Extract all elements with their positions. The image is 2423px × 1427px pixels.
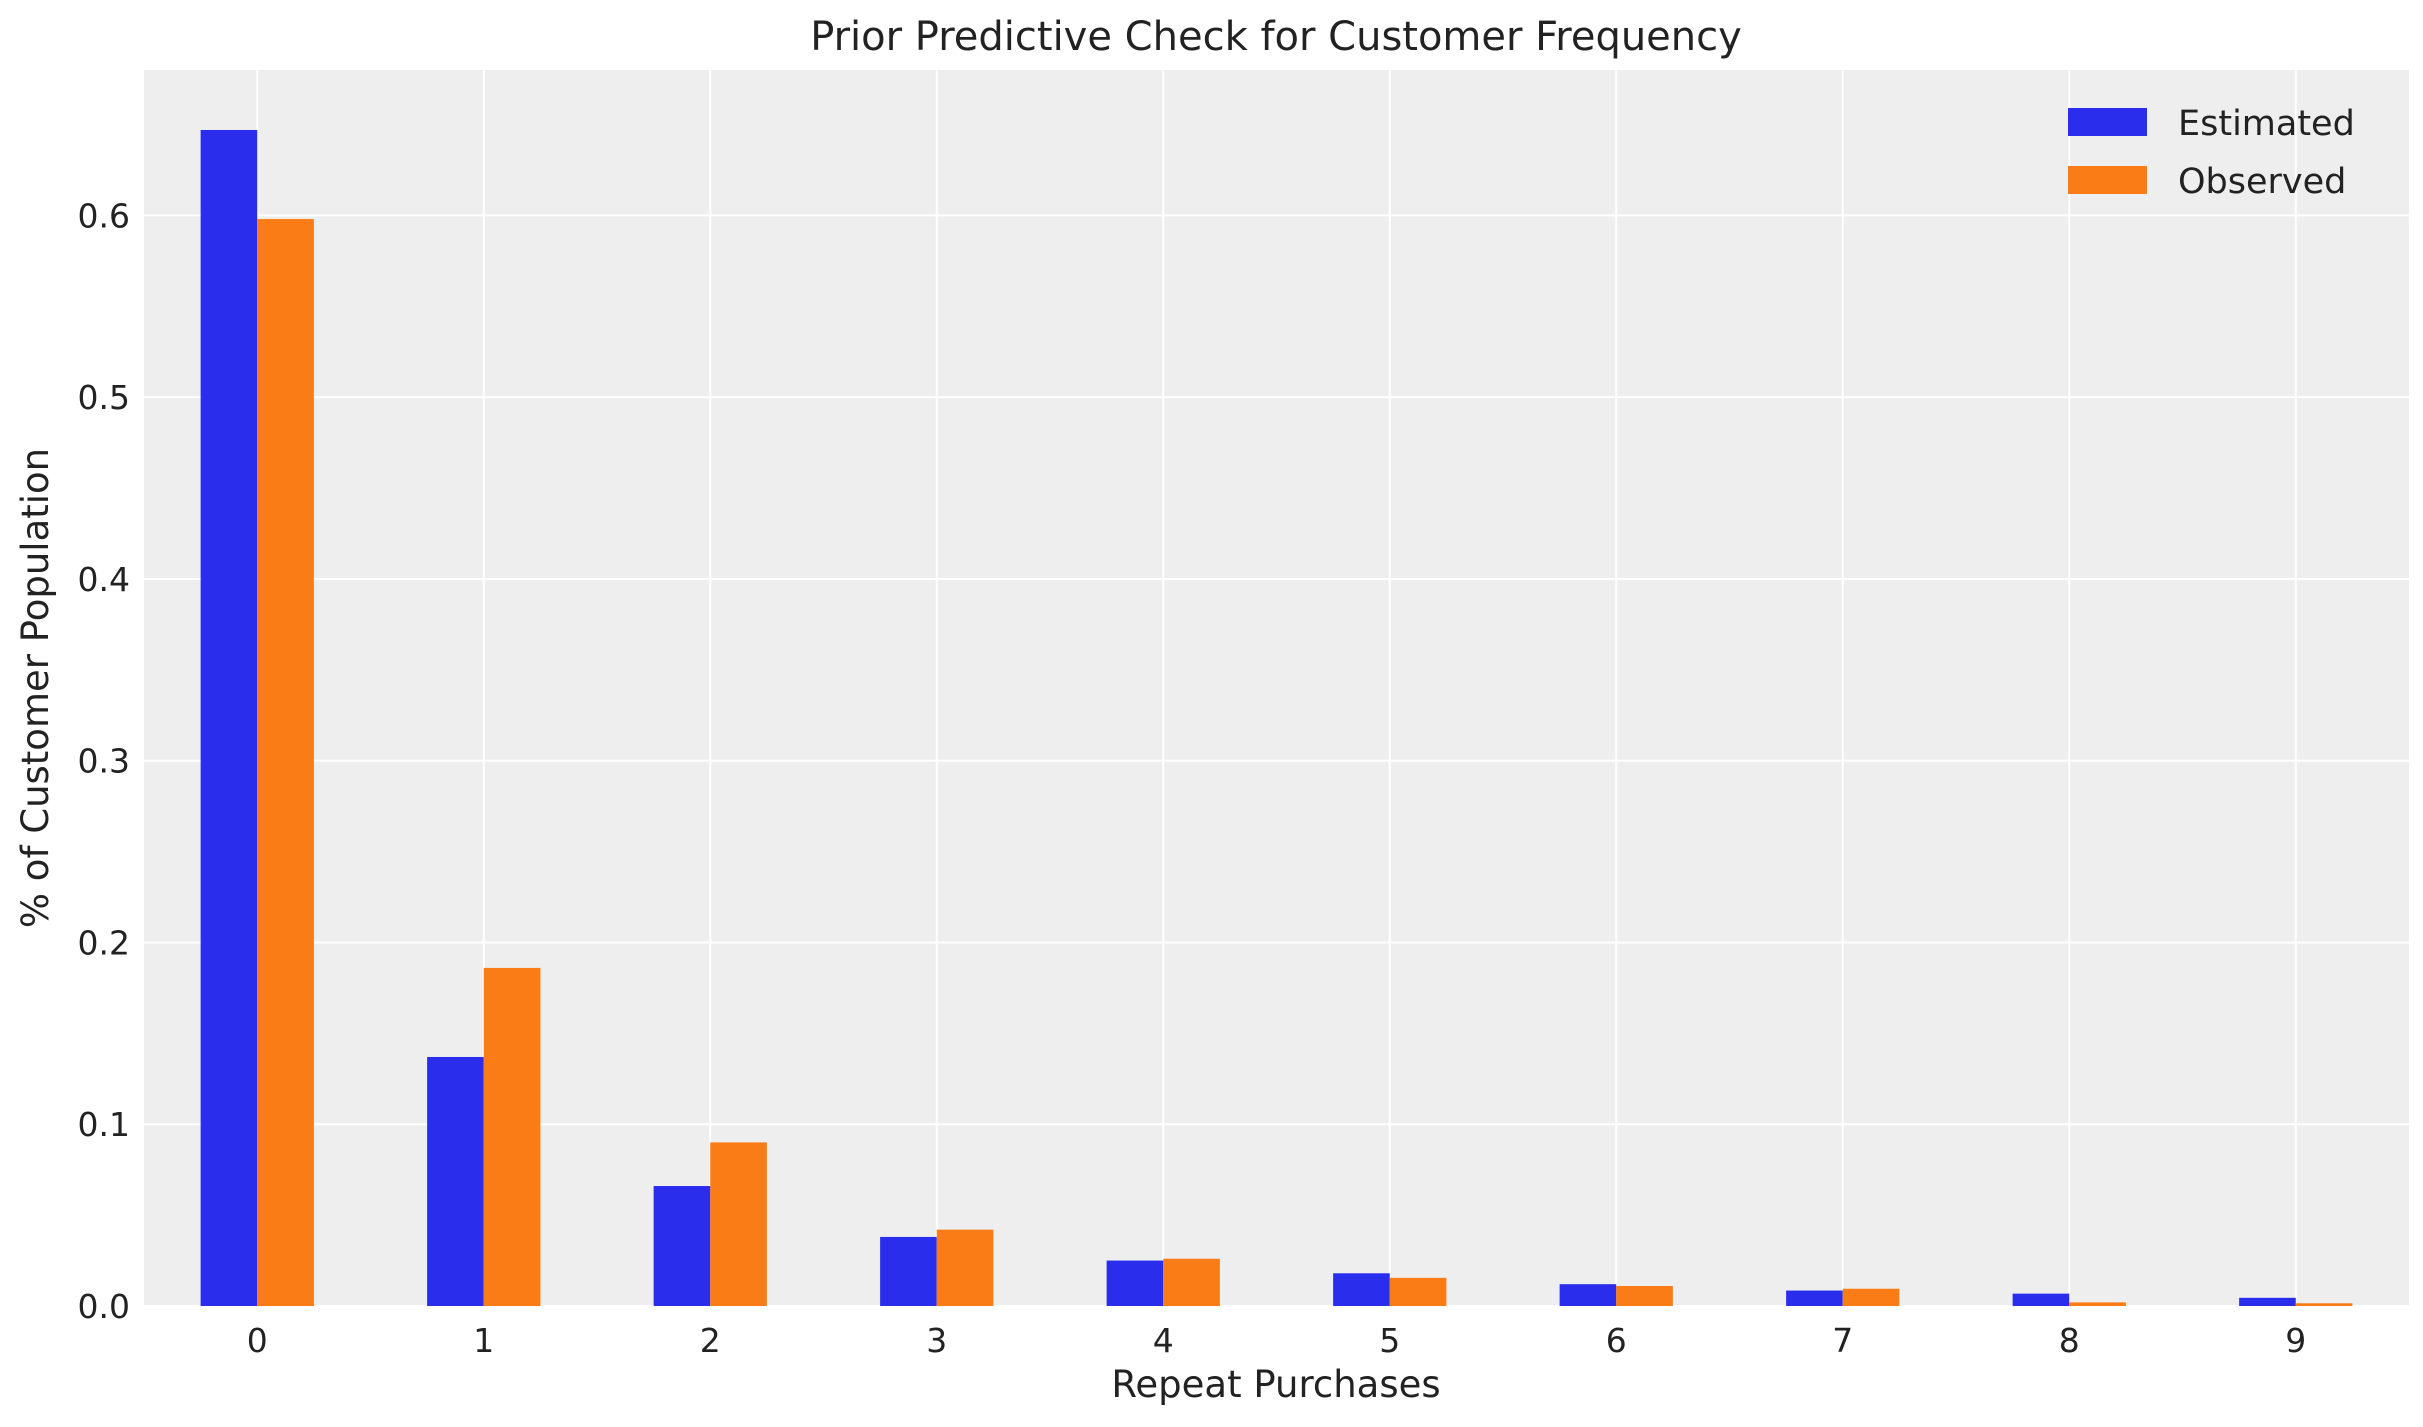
- bar-observed-0: [257, 219, 314, 1306]
- x-tick-label: 6: [1606, 1321, 1627, 1360]
- y-tick-label: 0.6: [78, 196, 130, 235]
- x-tick-label: 0: [247, 1321, 268, 1360]
- bar-estimated-4: [1106, 1260, 1164, 1306]
- y-tick-labels: 0.0 0.1 0.2 0.3 0.4 0.5 0.6: [78, 196, 130, 1326]
- bar-observed-3: [936, 1229, 994, 1306]
- y-axis-label: % of Customer Population: [14, 448, 57, 928]
- bar-observed-4: [1163, 1258, 1220, 1306]
- legend-label-estimated: Estimated: [2178, 104, 2355, 144]
- x-tick-label: 4: [1153, 1321, 1174, 1360]
- y-tick-label: 0.1: [78, 1105, 130, 1144]
- bar-estimated-1: [427, 1056, 484, 1306]
- legend-swatch-estimated: [2068, 108, 2147, 136]
- bar-estimated-9: [2239, 1297, 2296, 1306]
- x-tick-label: 8: [2059, 1321, 2080, 1360]
- bar-observed-5: [1389, 1277, 1447, 1306]
- bar-estimated-6: [1559, 1284, 1617, 1306]
- x-tick-label: 3: [926, 1321, 947, 1360]
- legend-label-observed: Observed: [2178, 162, 2346, 202]
- bar-observed-6: [1616, 1286, 1673, 1306]
- bar-estimated-0: [200, 129, 258, 1307]
- y-tick-label: 0.3: [78, 742, 130, 781]
- x-tick-label: 1: [473, 1321, 494, 1360]
- bar-estimated-5: [1333, 1273, 1390, 1306]
- bar-observed-8: [2069, 1302, 2126, 1306]
- x-tick-label: 5: [1379, 1321, 1400, 1360]
- y-tick-label: 0.4: [78, 560, 130, 599]
- x-tick-label: 2: [700, 1321, 721, 1360]
- y-tick-label: 0.0: [78, 1287, 130, 1326]
- x-tick-label: 9: [2285, 1321, 2306, 1360]
- x-axis-label: Repeat Purchases: [1111, 1363, 1440, 1406]
- bar-observed-2: [710, 1142, 767, 1306]
- y-tick-label: 0.5: [78, 378, 130, 417]
- bar-observed-7: [1842, 1288, 1900, 1306]
- bar-estimated-2: [653, 1186, 711, 1306]
- bar-observed-1: [483, 967, 541, 1306]
- bars: [200, 129, 2353, 1307]
- legend: Estimated Observed: [2068, 104, 2355, 202]
- chart-title: Prior Predictive Check for Customer Freq…: [810, 14, 1742, 60]
- legend-swatch-observed: [2068, 166, 2147, 194]
- bar-observed-9: [2295, 1303, 2353, 1306]
- bar-estimated-7: [1786, 1290, 1843, 1306]
- bar-estimated-8: [2012, 1293, 2070, 1306]
- x-tick-label: 7: [1832, 1321, 1853, 1360]
- x-tick-labels: 0 1 2 3 4 5 6 7 8 9: [247, 1321, 2307, 1360]
- y-tick-label: 0.2: [78, 923, 130, 962]
- bar-estimated-3: [880, 1236, 937, 1306]
